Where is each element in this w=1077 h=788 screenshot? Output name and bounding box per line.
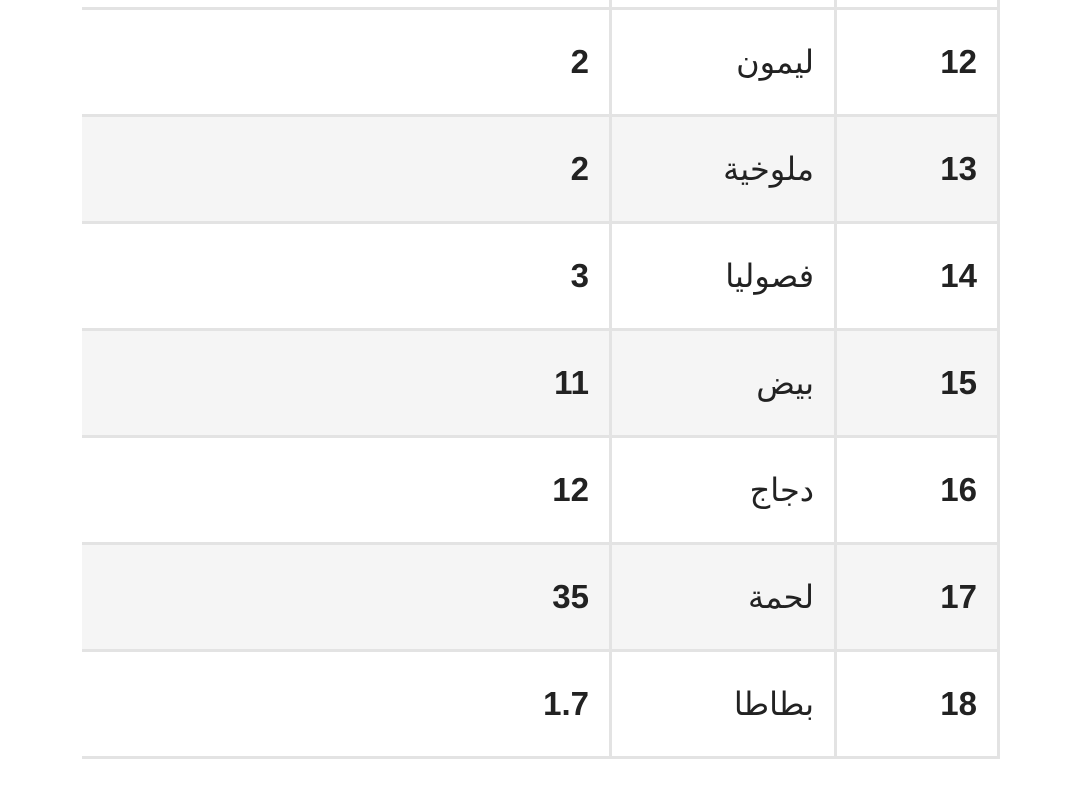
item-name-cell: ليمون xyxy=(609,7,837,117)
table-row: 16 دجاج 12 xyxy=(82,435,1000,545)
row-number-cell: 17 xyxy=(834,542,1000,652)
row-number-cell: 14 xyxy=(834,221,1000,331)
item-value-cell: 2 xyxy=(82,7,612,117)
item-value-cell: 3 xyxy=(82,221,612,331)
table-row: 17 لحمة 35 xyxy=(82,542,1000,652)
table-row: 14 فصوليا 3 xyxy=(82,221,1000,331)
item-name-cell: دجاج xyxy=(609,435,837,545)
item-value-cell: 2 xyxy=(82,114,612,224)
table-row: 12 ليمون 2 xyxy=(82,7,1000,117)
table-row: 18 بطاطا 1.7 xyxy=(82,649,1000,759)
item-value-cell: 35 xyxy=(82,542,612,652)
table-row: 13 ملوخية 2 xyxy=(82,114,1000,224)
item-name-cell: بطاطا xyxy=(609,649,837,759)
item-name-cell: بيض xyxy=(609,328,837,438)
table-row: 15 بيض 11 xyxy=(82,328,1000,438)
item-value-cell: 12 xyxy=(82,435,612,545)
row-number-cell xyxy=(834,0,1000,10)
row-number-cell: 16 xyxy=(834,435,1000,545)
item-value-cell xyxy=(82,0,612,10)
item-name-cell: فصوليا xyxy=(609,221,837,331)
row-number-cell: 13 xyxy=(834,114,1000,224)
price-table: 12 ليمون 2 13 ملوخية 2 14 فصوليا 3 15 بيض 11 16 دجاج 1… xyxy=(82,0,1000,759)
table-row-partial xyxy=(82,0,1000,10)
row-number-cell: 18 xyxy=(834,649,1000,759)
item-name-cell: ملوخية xyxy=(609,114,837,224)
row-number-cell: 15 xyxy=(834,328,1000,438)
row-number-cell: 12 xyxy=(834,7,1000,117)
item-name-cell: لحمة xyxy=(609,542,837,652)
item-name-cell xyxy=(609,0,837,10)
item-value-cell: 1.7 xyxy=(82,649,612,759)
item-value-cell: 11 xyxy=(82,328,612,438)
